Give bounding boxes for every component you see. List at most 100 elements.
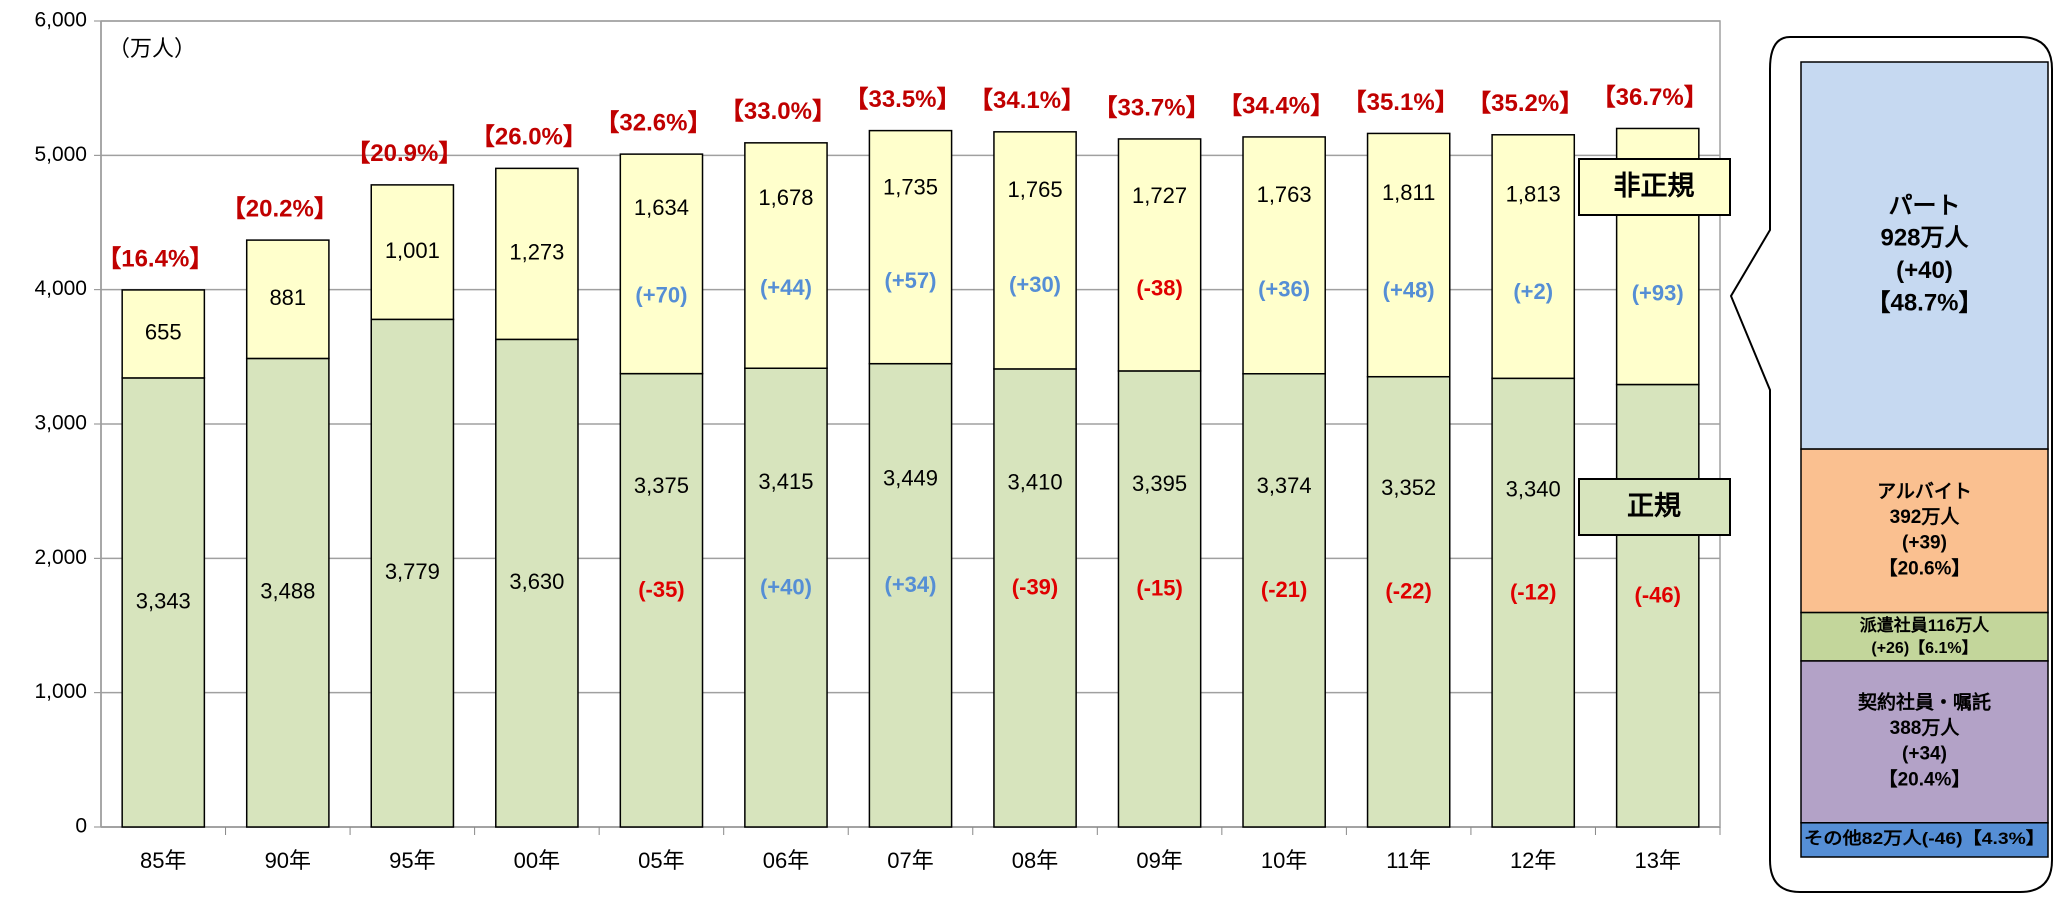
breakdown-segment bbox=[1800, 822, 2049, 858]
value-label: 1,765 bbox=[1008, 177, 1063, 202]
breakdown-label-part: 派遣社員 bbox=[1860, 616, 1928, 636]
breakdown-label: 契約社員・嘱託 bbox=[1857, 690, 1991, 713]
change-label: (-46) bbox=[1635, 583, 1681, 608]
breakdown-label: パート bbox=[1889, 192, 1961, 219]
breakdown-label-part: 116万人 bbox=[1928, 617, 1990, 636]
legend-label: 正規 bbox=[1627, 491, 1681, 521]
bar-segment bbox=[619, 153, 704, 375]
share-label: 【36.7%】 bbox=[1592, 84, 1708, 111]
bar-segment bbox=[245, 357, 330, 828]
bar-segment bbox=[744, 142, 828, 370]
breakdown-label: 【20.6%】 bbox=[1879, 556, 1971, 579]
value-label: 3,352 bbox=[1381, 475, 1436, 500]
change-label: (-22) bbox=[1385, 579, 1431, 604]
value-label: 3,779 bbox=[385, 559, 440, 584]
breakdown-segment bbox=[1800, 611, 2049, 662]
change-label: (+36) bbox=[1258, 277, 1310, 302]
value-label: 3,343 bbox=[136, 588, 191, 613]
breakdown-label: 【48.7%】 bbox=[1866, 289, 1982, 316]
x-tick-label: 06年 bbox=[763, 848, 809, 873]
bar-segment bbox=[245, 239, 330, 360]
bar-segment bbox=[744, 367, 828, 828]
x-tick-label: 00年 bbox=[514, 848, 560, 873]
share-label: 【34.4%】 bbox=[1218, 92, 1334, 119]
bar-segment bbox=[1491, 377, 1576, 828]
x-tick-label: 09年 bbox=[1136, 848, 1182, 873]
x-tick-label: 85年 bbox=[140, 848, 186, 873]
change-label: (+70) bbox=[635, 283, 687, 308]
value-label: 3,395 bbox=[1132, 471, 1187, 496]
share-label: 【35.1%】 bbox=[1343, 89, 1459, 116]
breakdown-label: 928万人 bbox=[1880, 225, 1968, 252]
bar-segment bbox=[1117, 138, 1202, 372]
share-label: 【35.2%】 bbox=[1467, 90, 1583, 117]
unit-label: （万人） bbox=[108, 36, 196, 61]
y-tick-label: 3,000 bbox=[34, 412, 87, 435]
value-label: 1,727 bbox=[1132, 183, 1187, 208]
breakdown-label-part: (-46) bbox=[1922, 829, 1963, 848]
breakdown-label: (+39) bbox=[1902, 533, 1947, 554]
value-label: 1,813 bbox=[1506, 181, 1561, 206]
value-label: 1,735 bbox=[883, 175, 938, 200]
bar-segment bbox=[1491, 134, 1576, 380]
y-tick-label: 6,000 bbox=[34, 9, 87, 32]
y-tick-label: 1,000 bbox=[34, 680, 87, 703]
change-label: (-15) bbox=[1136, 576, 1182, 601]
y-tick-label: 0 bbox=[75, 815, 87, 838]
change-label: (+40) bbox=[760, 574, 812, 599]
share-label: 【32.6%】 bbox=[595, 109, 711, 136]
bar-segment bbox=[495, 338, 579, 828]
bar-segment bbox=[868, 129, 953, 365]
x-tick-label: 07年 bbox=[887, 848, 933, 873]
value-label: 881 bbox=[269, 285, 306, 310]
change-label: (-35) bbox=[638, 577, 684, 602]
x-tick-label: 11年 bbox=[1386, 848, 1431, 873]
breakdown-label: 388万人 bbox=[1890, 717, 1961, 739]
value-label: 3,410 bbox=[1008, 469, 1063, 494]
breakdown-label: 【20.4%】 bbox=[1879, 767, 1971, 790]
breakdown-label: アルバイト bbox=[1877, 480, 1972, 502]
value-label: 3,630 bbox=[509, 569, 564, 594]
breakdown-label: 392万人 bbox=[1890, 506, 1961, 528]
bar-segment bbox=[868, 362, 953, 828]
bar-segment bbox=[1615, 383, 1700, 828]
bar-segment bbox=[121, 377, 206, 828]
bar-segment bbox=[1242, 136, 1326, 375]
value-label: 3,374 bbox=[1257, 473, 1312, 498]
breakdown-segment bbox=[1800, 660, 2049, 824]
y-tick-label: 5,000 bbox=[34, 143, 87, 166]
change-label: (+34) bbox=[885, 572, 937, 597]
bar-segment bbox=[1117, 370, 1202, 828]
legend-box bbox=[1578, 158, 1731, 216]
value-label: 1,678 bbox=[758, 185, 813, 210]
breakdown-label-part: 82万人 bbox=[1862, 829, 1923, 848]
value-label: 655 bbox=[145, 320, 182, 345]
value-label: 1,763 bbox=[1257, 182, 1312, 207]
change-label: (+30) bbox=[1009, 272, 1061, 297]
change-label: (-38) bbox=[1136, 276, 1182, 301]
share-label: 【33.5%】 bbox=[844, 86, 960, 113]
value-label: 3,488 bbox=[260, 579, 315, 604]
breakdown-label: その他 82万人 (-46) 【4.3%】 bbox=[1804, 828, 2045, 848]
breakdown-label-part: (+26) bbox=[1871, 640, 1909, 657]
value-label: 1,001 bbox=[385, 238, 440, 263]
legend-box bbox=[1578, 478, 1731, 536]
breakdown-label: (+40) bbox=[1896, 257, 1953, 284]
change-label: (+44) bbox=[760, 275, 812, 300]
share-label: 【34.1%】 bbox=[969, 87, 1085, 114]
change-label: (+57) bbox=[885, 268, 937, 293]
breakdown-label-part: 【4.3%】 bbox=[1963, 828, 2045, 848]
bar-segment bbox=[1366, 132, 1451, 378]
breakdown-label: (+34) bbox=[1902, 744, 1947, 765]
breakdown-label-part: その他 bbox=[1804, 828, 1862, 848]
bar-segment bbox=[370, 184, 455, 321]
breakdown-segment bbox=[1800, 61, 2049, 450]
share-label: 【16.4%】 bbox=[97, 245, 213, 272]
share-label: 【33.7%】 bbox=[1094, 94, 1210, 121]
x-tick-label: 13年 bbox=[1634, 848, 1680, 873]
share-label: 【20.9%】 bbox=[346, 140, 462, 167]
change-label: (-12) bbox=[1510, 580, 1556, 605]
breakdown-segment bbox=[1800, 448, 2049, 614]
share-label: 【20.2%】 bbox=[222, 195, 338, 222]
y-tick-label: 4,000 bbox=[34, 277, 87, 300]
